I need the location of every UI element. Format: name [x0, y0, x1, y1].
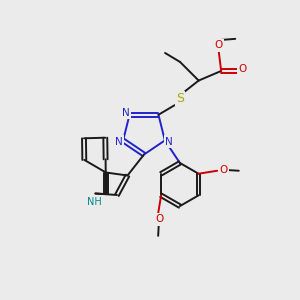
- Text: O: O: [238, 64, 247, 74]
- Text: O: O: [155, 214, 164, 224]
- Text: O: O: [220, 164, 228, 175]
- Text: NH: NH: [87, 196, 102, 207]
- Text: O: O: [214, 40, 222, 50]
- Text: N: N: [115, 136, 122, 147]
- Text: N: N: [165, 136, 173, 147]
- Text: N: N: [122, 108, 130, 118]
- Text: S: S: [176, 92, 184, 105]
